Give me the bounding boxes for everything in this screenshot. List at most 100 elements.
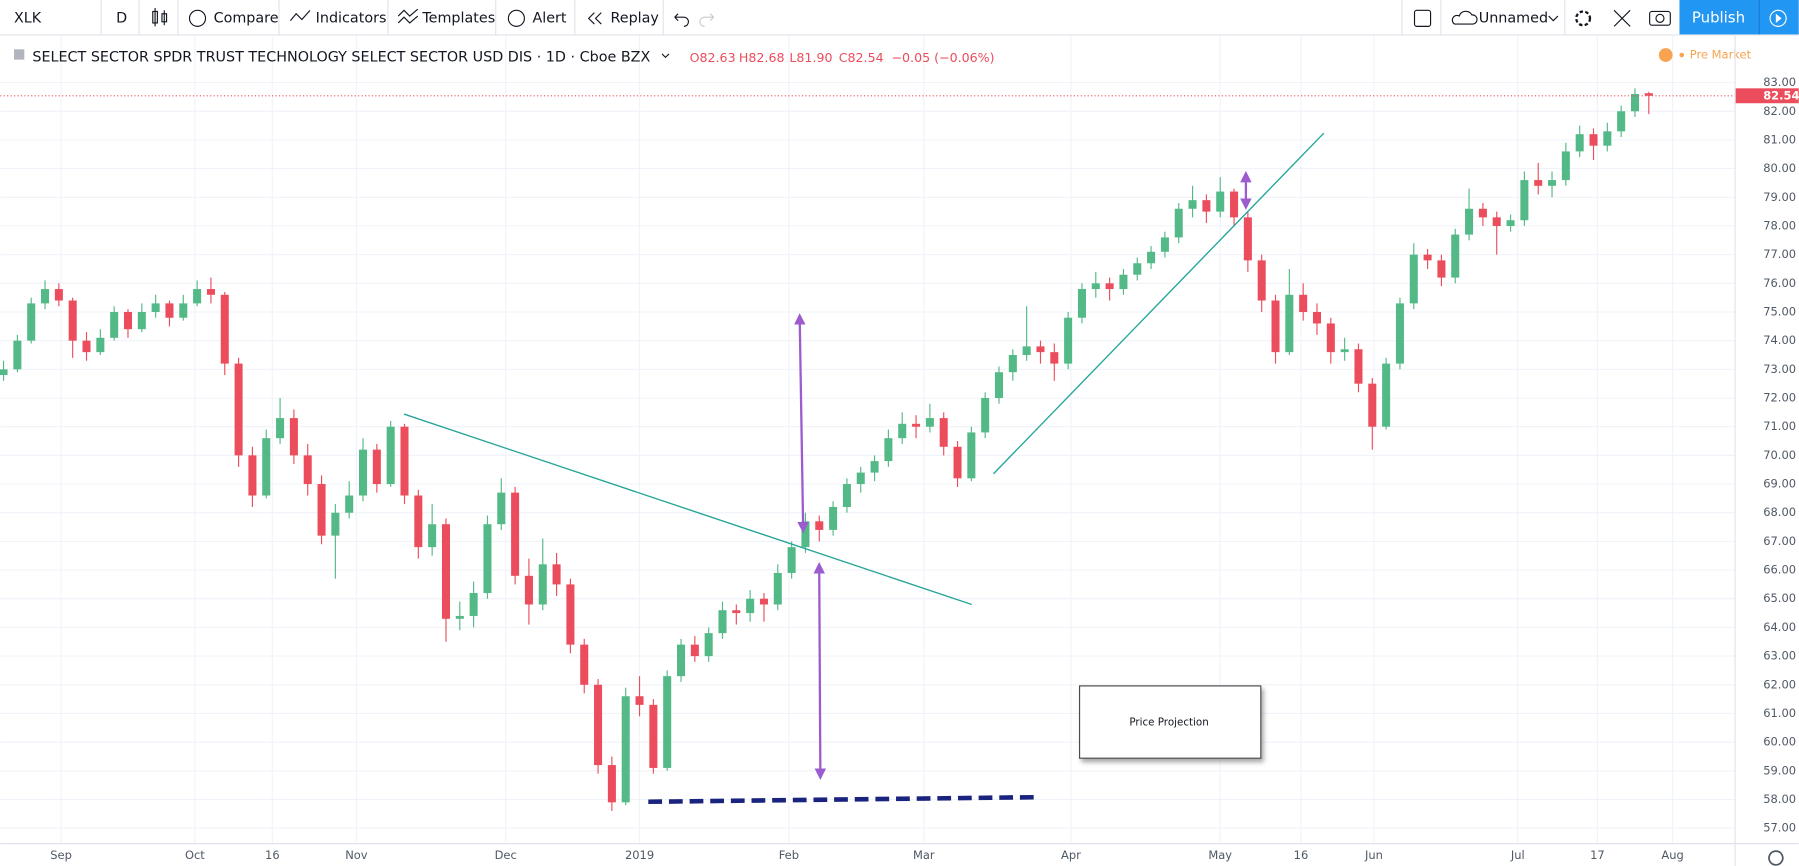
candle-body: [884, 438, 893, 462]
candle-body: [428, 524, 437, 548]
y-tick-label: 59.00: [1763, 763, 1796, 777]
x-tick-label: Oct: [185, 848, 205, 862]
candle-body: [635, 696, 644, 705]
candle-body: [151, 303, 160, 312]
candle-body: [994, 372, 1004, 399]
candle-body: [1230, 191, 1239, 218]
candle-body: [13, 340, 22, 370]
replay-icon[interactable]: [587, 12, 602, 25]
projection-arrow[interactable]: [794, 313, 809, 534]
y-tick-label: 72.00: [1763, 391, 1796, 405]
candle-body: [981, 398, 990, 433]
x-tick-label: Jul: [1510, 848, 1525, 862]
indicators-icon[interactable]: [289, 9, 311, 22]
candle-body: [497, 492, 506, 525]
y-tick-label: 61.00: [1763, 706, 1796, 720]
y-tick-label: 70.00: [1763, 448, 1796, 462]
redo-icon[interactable]: [699, 13, 715, 27]
templates-button[interactable]: Templates: [421, 10, 495, 26]
compare-button[interactable]: Compare: [214, 10, 279, 26]
annotation-box[interactable]: [1079, 685, 1262, 759]
play-icon: [1769, 9, 1787, 27]
settings-icon[interactable]: [1575, 10, 1592, 27]
target-line[interactable]: [648, 794, 1039, 805]
x-tick-label: Apr: [1061, 848, 1081, 862]
y-tick-label: 62.00: [1763, 677, 1796, 691]
candle-body: [925, 418, 934, 427]
candle-body: [1617, 111, 1626, 132]
x-tick-label: 2019: [625, 848, 654, 862]
publish-label[interactable]: Publish: [1692, 8, 1745, 26]
candle-body: [801, 521, 810, 548]
y-tick-label: 60.00: [1763, 735, 1796, 749]
candle-body: [276, 418, 285, 439]
candle-body: [1271, 300, 1280, 353]
y-tick-label: 73.00: [1763, 362, 1796, 376]
candle-body: [206, 289, 215, 295]
cloud-icon[interactable]: [1451, 10, 1478, 25]
x-tick-label: Mar: [913, 848, 935, 862]
y-tick-label: 77.00: [1763, 247, 1796, 261]
alert-button[interactable]: Alert: [532, 10, 566, 26]
candle-body: [815, 521, 824, 530]
indicators-button[interactable]: Indicators: [316, 10, 387, 26]
expand-icon[interactable]: [1613, 9, 1631, 27]
candle-body: [220, 294, 229, 364]
fullscreen-box-icon[interactable]: [1413, 9, 1432, 27]
candle-body: [1644, 93, 1653, 96]
candle-body: [1395, 303, 1404, 364]
candle-body: [1630, 94, 1639, 112]
candle-type-icon[interactable]: [152, 8, 168, 27]
candle-body: [1451, 234, 1460, 278]
candle-body: [82, 340, 91, 353]
compare-icon[interactable]: [188, 9, 207, 27]
candle-body: [746, 598, 755, 614]
candle-body: [607, 765, 616, 803]
templates-icon[interactable]: [397, 8, 419, 24]
x-tick-label: Feb: [779, 848, 799, 862]
snapshot-lens: [1655, 13, 1665, 23]
candle-body: [262, 438, 271, 496]
candle-body: [842, 484, 851, 507]
x-tick-label: 16: [265, 848, 280, 862]
axis-settings-icon[interactable]: [1768, 850, 1784, 866]
candle-body: [1506, 220, 1515, 226]
candle-body: [967, 432, 976, 479]
candle-body: [870, 461, 879, 473]
trend-line[interactable]: [993, 132, 1325, 475]
candle-body: [552, 564, 561, 585]
candle-body: [1202, 200, 1211, 212]
candle-body: [469, 593, 478, 616]
candle-body: [345, 495, 354, 513]
publish-button[interactable]: [1679, 0, 1759, 35]
candle-body: [1091, 283, 1100, 290]
candle-body: [400, 426, 409, 496]
candle-body: [621, 696, 630, 803]
snapshot-icon[interactable]: [1649, 10, 1671, 26]
candle-body: [704, 633, 713, 657]
replay-button[interactable]: Replay: [610, 10, 659, 26]
x-tick-label: Jun: [1364, 848, 1383, 862]
interval[interactable]: D: [116, 10, 127, 26]
candle-body: [1147, 251, 1156, 264]
candle-body: [953, 446, 962, 479]
legend-dropdown[interactable]: [661, 53, 670, 59]
candle-body: [1008, 355, 1017, 373]
candle-body: [787, 547, 796, 573]
layout-name[interactable]: Unnamed: [1479, 10, 1548, 26]
projection-arrow[interactable]: [813, 562, 827, 780]
candle-body: [1174, 208, 1183, 238]
candle-body: [414, 495, 423, 548]
undo-icon[interactable]: [674, 13, 689, 27]
last-price-label: 82.54: [1763, 88, 1799, 102]
layout-dropdown[interactable]: [1548, 15, 1559, 22]
symbol[interactable]: XLK: [14, 10, 42, 26]
candle-body: [1534, 180, 1543, 186]
candle-body: [1105, 283, 1114, 290]
trend-line[interactable]: [403, 413, 972, 606]
candle-body: [289, 418, 298, 456]
alert-icon[interactable]: [507, 9, 525, 27]
candle-body: [359, 449, 368, 496]
